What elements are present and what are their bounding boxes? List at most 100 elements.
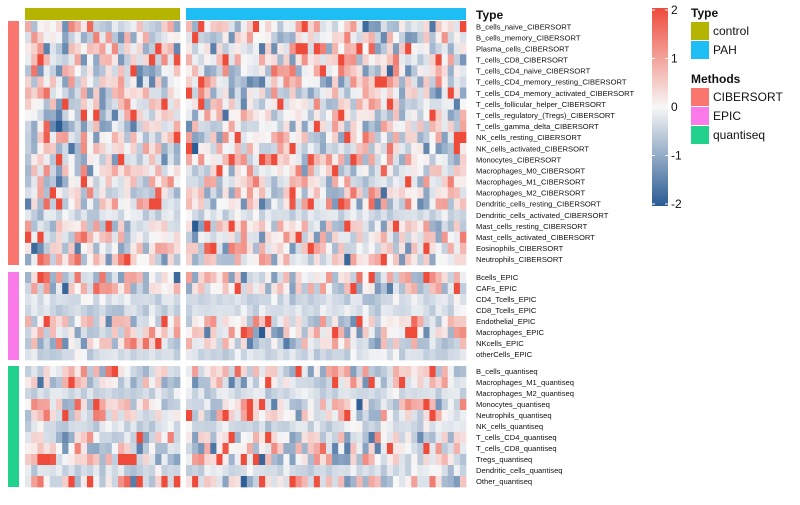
heatmap-cell — [405, 76, 412, 88]
heatmap-cell — [228, 338, 236, 350]
heatmap-cell — [319, 421, 327, 433]
heatmap-cell — [356, 294, 363, 306]
heatmap-cell — [453, 220, 461, 233]
heatmap-cell — [350, 176, 357, 188]
heatmap-cell — [441, 305, 449, 317]
heatmap-cell — [289, 131, 296, 144]
heatmap-cell — [118, 76, 125, 88]
heatmap-cell — [441, 366, 449, 378]
heatmap-cell — [283, 432, 290, 444]
heatmap-cell — [423, 231, 430, 244]
heatmap-cell — [313, 349, 321, 361]
row-label: Plasma_cells_CIBERSORT — [476, 44, 569, 53]
heatmap-cell — [93, 165, 100, 177]
heatmap-cell — [49, 87, 57, 99]
heatmap-cell — [459, 76, 467, 88]
heatmap-cell — [271, 165, 278, 177]
row-label: Dendritic_cells_activated_CIBERSORT — [476, 211, 609, 220]
heatmap-cell — [301, 349, 309, 361]
heatmap-cell — [192, 209, 199, 221]
heatmap-cell — [99, 399, 106, 411]
heatmap-cell — [62, 283, 69, 295]
heatmap-cell — [130, 220, 137, 233]
heatmap-cell — [289, 410, 296, 422]
heatmap-row — [25, 65, 467, 77]
heatmap-cell — [93, 305, 100, 317]
heatmap-cell — [136, 21, 144, 33]
heatmap-cell — [405, 294, 412, 306]
heatmap-cell — [453, 377, 461, 389]
heatmap-cell — [49, 294, 57, 306]
heatmap-cell — [265, 349, 272, 361]
heatmap-cell — [130, 410, 137, 422]
heatmap-cell — [350, 253, 357, 266]
heatmap-cell — [167, 465, 175, 477]
heatmap-cell — [453, 388, 461, 400]
heatmap-cell — [56, 242, 63, 255]
heatmap-cell — [441, 209, 449, 221]
heatmap-cell — [74, 294, 82, 306]
heatmap-cell — [344, 399, 351, 411]
heatmap-row — [25, 209, 467, 221]
heatmap-cell — [93, 209, 100, 221]
heatmap-cell — [350, 349, 357, 361]
heatmap-cell — [31, 316, 38, 328]
heatmap-cell — [136, 187, 144, 199]
heatmap-cell — [37, 187, 44, 199]
heatmap-cell — [192, 32, 199, 44]
heatmap-cell — [173, 109, 181, 122]
heatmap-cell — [380, 476, 388, 488]
heatmap-cell — [259, 143, 266, 155]
heatmap-cell — [228, 432, 236, 444]
heatmap-cell — [417, 209, 424, 221]
heatmap-cell — [283, 187, 290, 199]
heatmap-cell — [87, 87, 94, 99]
heatmap-row — [25, 377, 467, 389]
heatmap-cell — [228, 231, 236, 244]
heatmap-cell — [186, 87, 193, 99]
type-legend-label: PAH — [713, 43, 737, 57]
heatmap-cell — [447, 283, 455, 295]
heatmap-cell — [423, 143, 430, 155]
heatmap-cell — [374, 388, 382, 400]
heatmap-cell — [204, 87, 211, 99]
heatmap-cell — [301, 316, 309, 328]
heatmap-cell — [313, 316, 321, 328]
heatmap-cell — [386, 187, 394, 199]
heatmap-cell — [283, 165, 290, 177]
heatmap-cell — [252, 366, 260, 378]
heatmap-cell — [386, 143, 394, 155]
heatmap-cell — [43, 410, 51, 422]
heatmap-cell — [380, 421, 388, 433]
heatmap-cell — [350, 21, 357, 33]
heatmap-cell — [271, 272, 278, 284]
heatmap-cell — [192, 388, 199, 400]
heatmap-cell — [307, 432, 315, 444]
heatmap-cell — [210, 410, 217, 422]
heatmap-cell — [289, 120, 296, 133]
heatmap-cell — [344, 327, 351, 339]
heatmap-cell — [87, 377, 94, 389]
row-label: Monocytes_CIBERSORT — [476, 155, 561, 164]
heatmap-cell — [43, 349, 51, 361]
heatmap-cell — [326, 283, 333, 295]
heatmap-cell — [161, 209, 168, 221]
heatmap-cell — [124, 432, 131, 444]
heatmap-cell — [234, 109, 242, 122]
heatmap-cell — [204, 410, 211, 422]
heatmap-cell — [368, 421, 376, 433]
heatmap-cell — [142, 131, 150, 144]
heatmap-cell — [105, 143, 113, 155]
row-label: Dendritic_cells_quantiseq — [476, 466, 563, 475]
heatmap-cell — [252, 253, 260, 266]
heatmap-cell — [222, 76, 229, 88]
heatmap-cell — [447, 366, 455, 378]
heatmap-cell — [326, 316, 333, 328]
heatmap-cell — [301, 165, 309, 177]
heatmap-cell — [124, 231, 131, 244]
heatmap-cell — [210, 253, 217, 266]
heatmap-cell — [356, 454, 363, 466]
heatmap-cell — [118, 43, 125, 55]
heatmap-cell — [68, 231, 75, 244]
heatmap-cell — [259, 253, 266, 266]
